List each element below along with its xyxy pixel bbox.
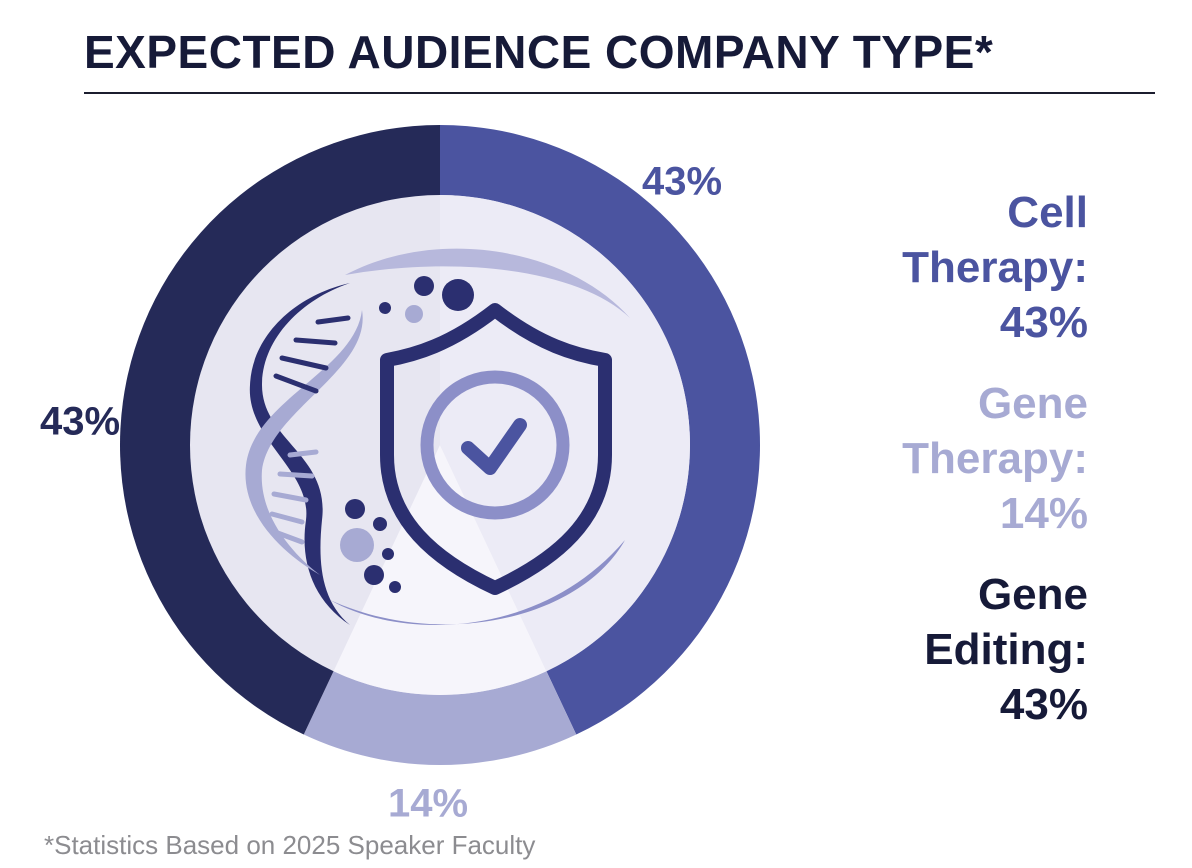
legend-line: Cell bbox=[902, 185, 1088, 240]
data-label-cell-therapy: 43% bbox=[642, 160, 722, 204]
legend-line: 14% bbox=[902, 486, 1088, 541]
legend-item: CellTherapy:43% bbox=[902, 185, 1088, 350]
legend-line: Therapy: bbox=[902, 431, 1088, 486]
legend-line: 43% bbox=[902, 677, 1088, 732]
legend-line: Therapy: bbox=[902, 240, 1088, 295]
legend-line: Editing: bbox=[902, 622, 1088, 677]
legend-line: 43% bbox=[902, 295, 1088, 350]
legend: CellTherapy:43%GeneTherapy:14%GeneEditin… bbox=[902, 185, 1088, 758]
legend-item: GeneEditing:43% bbox=[902, 567, 1088, 732]
footnote: *Statistics Based on 2025 Speaker Facult… bbox=[44, 830, 535, 861]
data-label-gene-editing: 43% bbox=[40, 400, 120, 444]
legend-line: Gene bbox=[902, 376, 1088, 431]
legend-item: GeneTherapy:14% bbox=[902, 376, 1088, 541]
data-label-gene-therapy: 14% bbox=[388, 782, 468, 826]
legend-line: Gene bbox=[902, 567, 1088, 622]
